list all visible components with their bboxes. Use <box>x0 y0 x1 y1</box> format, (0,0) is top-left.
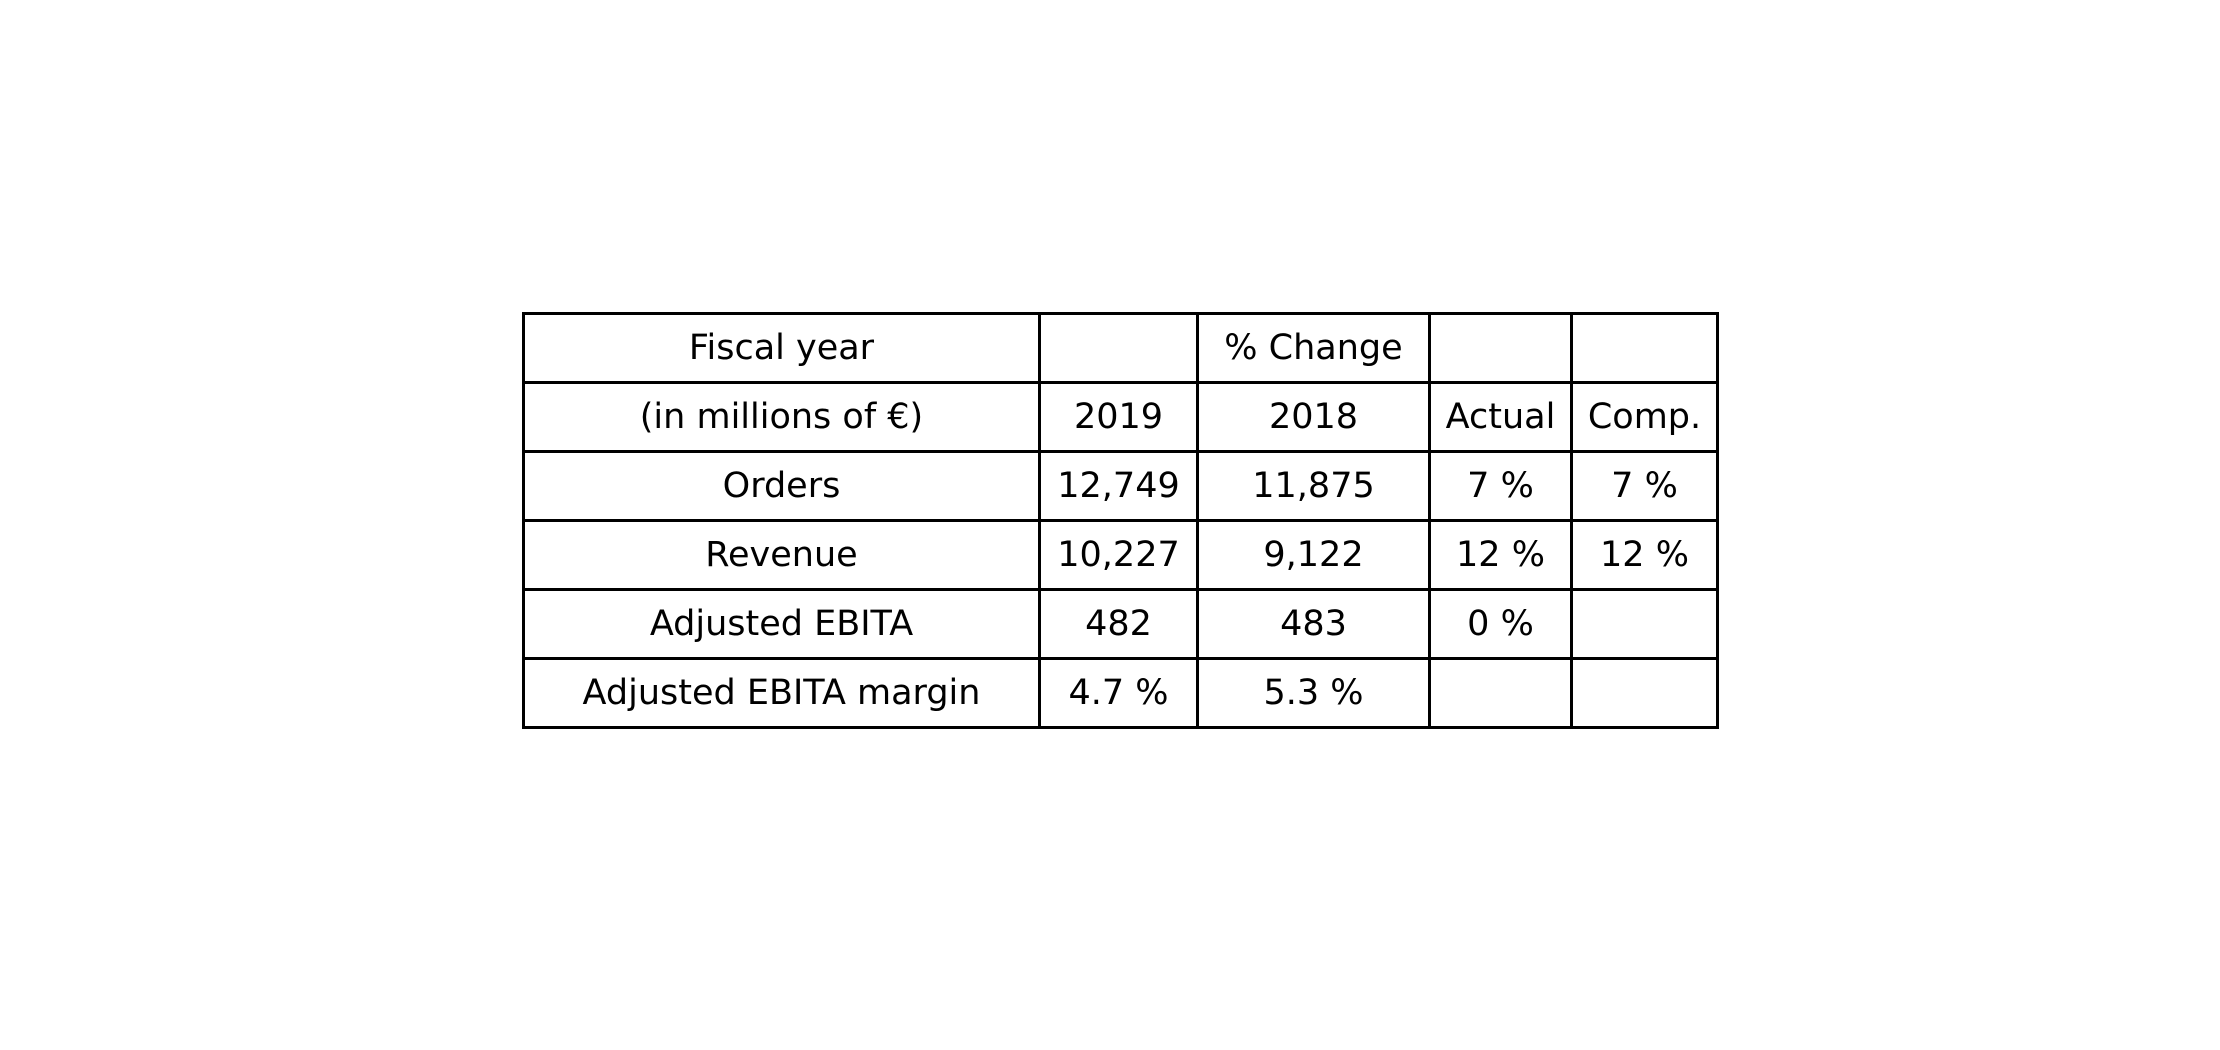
table-cell: Adjusted EBITA <box>522 588 1041 660</box>
table-cell: 11,875 <box>1196 450 1431 522</box>
table-cell <box>1038 312 1199 384</box>
table-cell: 12 % <box>1570 519 1719 591</box>
table-cell: 4.7 % <box>1038 657 1199 729</box>
table-cell: 12,749 <box>1038 450 1199 522</box>
table-row: Fiscal year % Change <box>522 312 1719 384</box>
table-cell: 10,227 <box>1038 519 1199 591</box>
table-cell: 7 % <box>1428 450 1573 522</box>
table-cell: 483 <box>1196 588 1431 660</box>
table-cell: Comp. <box>1570 381 1719 453</box>
table-cell: Orders <box>522 450 1041 522</box>
table-row: Revenue 10,227 9,122 12 % 12 % <box>522 519 1719 591</box>
table-cell: 12 % <box>1428 519 1573 591</box>
table-cell: Fiscal year <box>522 312 1041 384</box>
table-cell: 2019 <box>1038 381 1199 453</box>
table-cell: 2018 <box>1196 381 1431 453</box>
table-cell <box>1428 312 1573 384</box>
table-cell: 5.3 % <box>1196 657 1431 729</box>
table-row: Adjusted EBITA margin 4.7 % 5.3 % <box>522 657 1719 729</box>
table-cell: % Change <box>1196 312 1431 384</box>
table-row: Adjusted EBITA 482 483 0 % <box>522 588 1719 660</box>
table-row: (in millions of €) 2019 2018 Actual Comp… <box>522 381 1719 453</box>
table-cell: 7 % <box>1570 450 1719 522</box>
financial-table: Fiscal year % Change (in millions of €) … <box>522 312 1719 729</box>
table-cell: (in millions of €) <box>522 381 1041 453</box>
table-cell <box>1570 657 1719 729</box>
table-cell: 482 <box>1038 588 1199 660</box>
table-cell <box>1570 588 1719 660</box>
table-cell: Revenue <box>522 519 1041 591</box>
table-cell <box>1570 312 1719 384</box>
table-cell: 9,122 <box>1196 519 1431 591</box>
table-cell: Actual <box>1428 381 1573 453</box>
table-cell: Adjusted EBITA margin <box>522 657 1041 729</box>
table-row: Orders 12,749 11,875 7 % 7 % <box>522 450 1719 522</box>
table-cell <box>1428 657 1573 729</box>
table-cell: 0 % <box>1428 588 1573 660</box>
financial-table-container: Fiscal year % Change (in millions of €) … <box>522 312 1719 729</box>
